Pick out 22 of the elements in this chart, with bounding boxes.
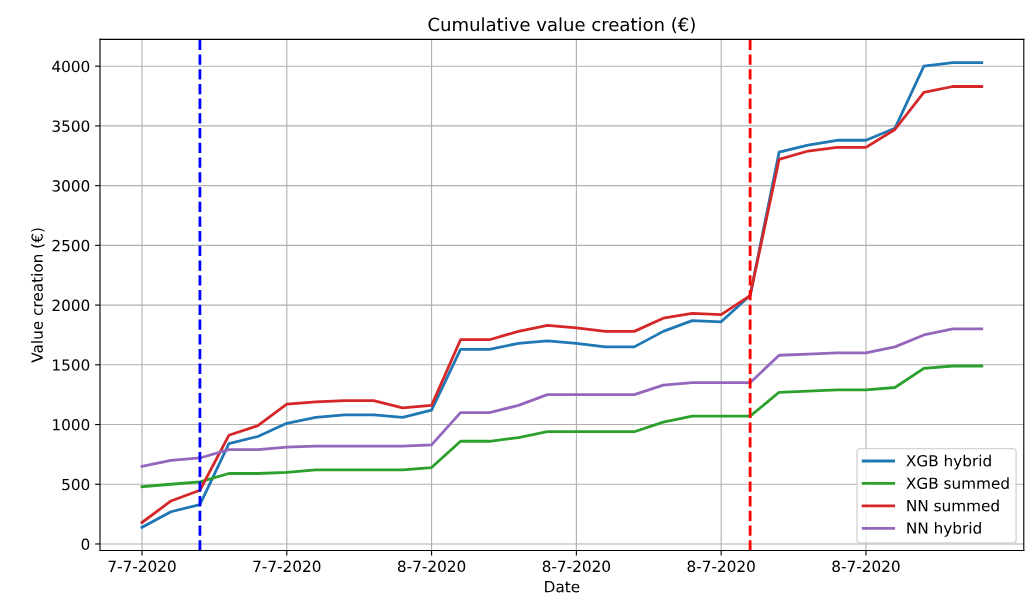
y-tick-label: 0 bbox=[81, 538, 90, 550]
legend-label: XGB summed bbox=[906, 477, 1009, 489]
x-tick-label: 8-7-2020 bbox=[542, 560, 611, 573]
chart-title: Cumulative value creation (€) bbox=[428, 17, 695, 34]
y-tick-label: 2000 bbox=[52, 299, 90, 312]
legend-label: NN summed bbox=[907, 499, 999, 512]
x-tick-label: 7-7-2020 bbox=[108, 560, 176, 573]
legend-label: XGB hybrid bbox=[906, 454, 991, 470]
y-tick-label: 4000 bbox=[52, 60, 90, 73]
y-tick-label: 1000 bbox=[53, 419, 90, 431]
y-axis-title: Value creation (€) bbox=[31, 228, 45, 363]
y-tick-label: 1500 bbox=[53, 359, 90, 371]
x-tick-label: 8-7-2020 bbox=[397, 560, 466, 573]
x-tick-label: 8-7-2020 bbox=[832, 560, 900, 573]
y-tick-label: 3000 bbox=[52, 180, 90, 192]
y-tick-label: 2500 bbox=[52, 239, 90, 252]
y-tick-label: 500 bbox=[62, 478, 90, 491]
x-tick-label: 7-7-2020 bbox=[253, 560, 321, 573]
x-tick-label: 8-7-2020 bbox=[687, 560, 755, 573]
y-tick-label: 3500 bbox=[52, 120, 90, 132]
legend-label: NN hybrid bbox=[907, 522, 981, 537]
x-axis-title: Date bbox=[545, 581, 580, 593]
